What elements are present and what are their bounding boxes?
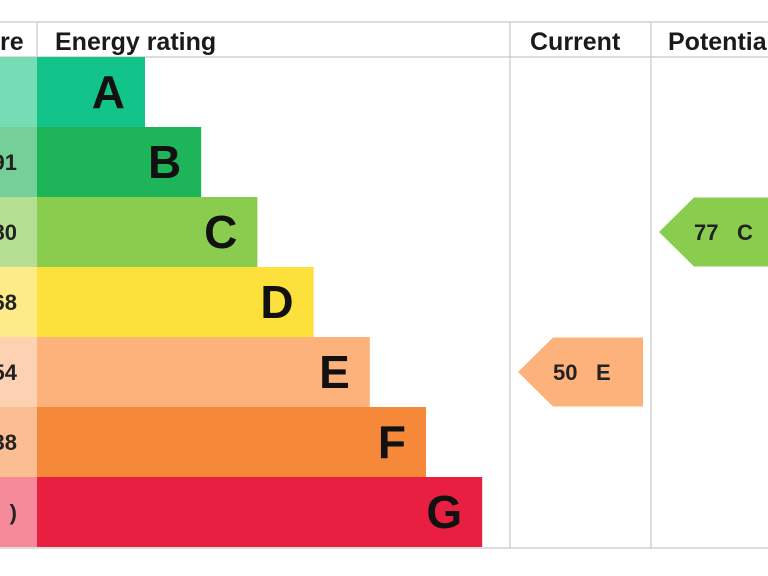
- band-bar-a: [37, 57, 145, 127]
- band-bar-b: [37, 127, 202, 197]
- band-letter-g: G: [426, 486, 462, 538]
- score-cell-e: [0, 337, 37, 407]
- energy-rating-header: Energy rating: [55, 28, 216, 56]
- band-bar-f: [37, 407, 426, 477]
- score-label-c: 80: [0, 220, 17, 245]
- band-bar-d: [37, 267, 314, 337]
- band-bar-e: [37, 337, 370, 407]
- score-label-e: 54: [0, 360, 18, 385]
- score-cell-d: [0, 267, 37, 337]
- score-cell-a: [0, 57, 37, 127]
- score-label-f: 38: [0, 430, 17, 455]
- band-bar-c: [37, 197, 258, 267]
- current-rating-value: 50: [553, 360, 577, 385]
- potential-rating-band: C: [737, 220, 753, 245]
- rating-arrows: 50 E 77 C: [518, 197, 768, 407]
- rating-bands: A 91 B 80 C 68 D 54 E 38 F) G: [0, 57, 483, 547]
- score-label-b: 91: [0, 150, 17, 175]
- potential-rating-value: 77: [694, 220, 718, 245]
- score-cell-b: [0, 127, 37, 197]
- band-letter-b: B: [148, 136, 181, 188]
- score-cell-c: [0, 197, 37, 267]
- current-header: Current: [530, 28, 621, 56]
- score-cell-f: [0, 407, 37, 477]
- band-letter-c: C: [204, 206, 237, 258]
- score-header: re: [0, 28, 24, 56]
- band-bar-g: [37, 477, 483, 547]
- band-letter-f: F: [378, 416, 406, 468]
- score-label-d: 68: [0, 290, 17, 315]
- band-letter-d: D: [260, 276, 293, 328]
- band-letter-e: E: [319, 346, 350, 398]
- current-rating-arrow: [518, 337, 643, 407]
- score-cell-g: [0, 477, 37, 547]
- potential-rating-arrow: [659, 197, 768, 267]
- band-letter-a: A: [92, 66, 125, 118]
- potential-header: Potentia: [668, 28, 768, 56]
- current-rating-band: E: [596, 360, 611, 385]
- score-label-g: ): [10, 500, 17, 525]
